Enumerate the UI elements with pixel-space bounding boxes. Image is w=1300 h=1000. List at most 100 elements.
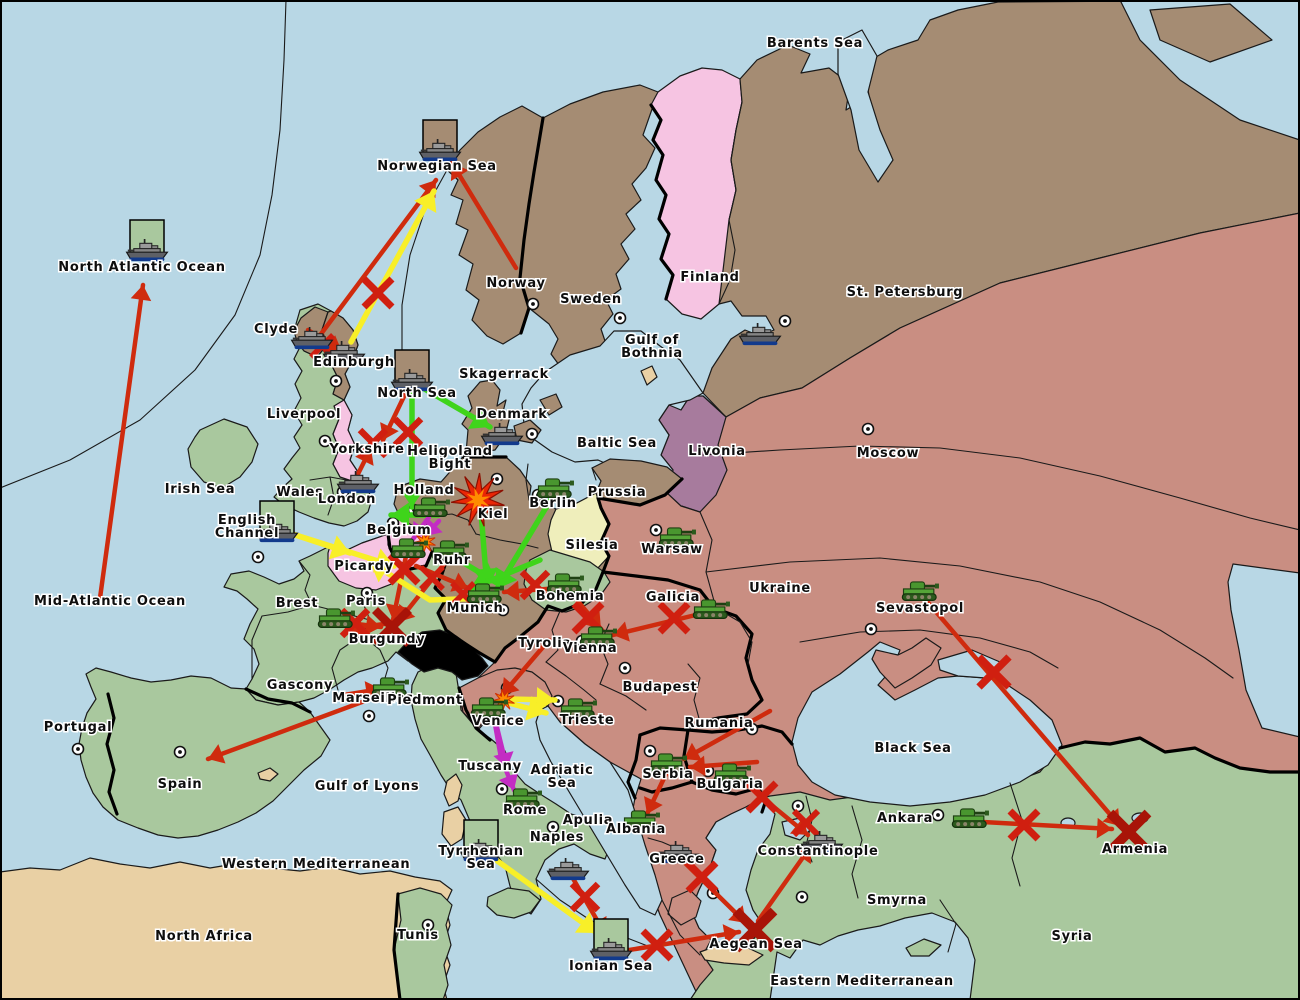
supply-center (173, 745, 187, 759)
supply-center (649, 523, 663, 537)
region-label-black-sea: Black Sea (874, 741, 951, 756)
region-label-galicia: Galicia (646, 590, 700, 605)
region-label-english-channel: English Channel (215, 513, 279, 541)
order-arrow-green (413, 381, 493, 430)
region-label-norway: Norway (486, 276, 545, 291)
order-arrow-red (353, 445, 374, 481)
supply-center (495, 782, 509, 796)
province-shape-norway[interactable] (444, 105, 544, 345)
region-label-greece: Greece (649, 852, 704, 867)
order-arrow-red (499, 637, 552, 698)
region-label-picardy: Picardy (334, 559, 394, 574)
order-arrow-magenta (491, 712, 514, 771)
region-label-warsaw: Warsaw (641, 542, 703, 557)
region-label-gulf-of-bothnia: Gulf of Bothnia (621, 333, 683, 361)
fleet-unit-north-atlantic-ocean[interactable] (125, 219, 169, 263)
fleet-unit-norwegian-sea[interactable] (418, 119, 462, 163)
region-label-tunis: Tunis (397, 928, 439, 943)
region-label-rome: Rome (503, 803, 547, 818)
east-mediterranean-shape[interactable] (769, 912, 976, 1000)
fleet-unit-north-sea[interactable] (390, 349, 434, 393)
failed-move-x (745, 780, 779, 814)
baltic-sea-shape[interactable] (521, 330, 704, 493)
region-label-ionian-sea: Ionian Sea (569, 959, 653, 974)
region-label-sweden: Sweden (560, 292, 622, 307)
supply-center (496, 603, 510, 617)
region-label-munich: Munich (446, 601, 503, 616)
region-label-spain: Spain (158, 777, 203, 792)
province-shape-north-africa[interactable] (0, 857, 453, 1000)
white-sea[interactable] (837, 29, 894, 183)
supply-center (931, 808, 945, 822)
supply-center (360, 586, 374, 600)
order-arrow-magenta (422, 518, 443, 539)
order-arrow-green (399, 384, 425, 510)
province-shape-ireland[interactable] (187, 418, 259, 489)
region-label-vienna: Vienna (563, 641, 618, 656)
region-label-clyde: Clyde (254, 322, 298, 337)
region-label-north-atlantic-ocean: North Atlantic Ocean (58, 260, 225, 275)
supply-center (791, 799, 805, 813)
failed-move-x (1106, 809, 1152, 855)
region-label-western-mediterranean: Western Mediterranean (222, 857, 411, 872)
region-label-tyrrhenian-sea: Tyrrhenian Sea (438, 844, 523, 872)
order-arrow-yellow (482, 849, 600, 936)
order-arrow-yellow (348, 188, 437, 345)
region-label-silesia: Silesia (566, 538, 619, 553)
region-label-ukraine: Ukraine (749, 581, 811, 596)
failed-move-x (569, 881, 601, 913)
supply-center (778, 314, 792, 328)
supply-center (362, 709, 376, 723)
region-label-livonia: Livonia (688, 444, 746, 459)
order-arrow-yellow (502, 696, 549, 721)
failed-move-x (387, 552, 421, 586)
failed-move-x (357, 427, 389, 459)
island-sicily[interactable] (486, 887, 541, 919)
province-shape-iberia[interactable] (78, 667, 331, 839)
failed-move-x (732, 907, 778, 953)
region-label-marseilles: Marseilles (332, 691, 414, 706)
region-label-london: London (318, 492, 376, 507)
supply-center (71, 742, 85, 756)
region-label-baltic-sea: Baltic Sea (577, 436, 657, 451)
region-label-gulf-of-lyons: Gulf of Lyons (315, 779, 420, 794)
denmark-island-2[interactable] (539, 393, 563, 416)
region-label-burgundy: Burgundy (349, 632, 426, 647)
region-label-smyrna: Smyrna (867, 893, 927, 908)
region-label-berlin: Berlin (529, 496, 577, 511)
crimea (871, 637, 942, 689)
fleet-unit-english-channel[interactable] (255, 500, 299, 544)
region-label-heligoland-bight: Heligoland Bight (407, 444, 493, 472)
province-shape-switzerland (397, 629, 489, 681)
fleet-unit-ionian-sea[interactable] (589, 918, 633, 962)
supply-center (795, 890, 809, 904)
aegean-sea-shape[interactable] (690, 797, 776, 946)
region-label-liverpool: Liverpool (267, 407, 341, 422)
region-label-syria: Syria (1052, 929, 1093, 944)
region-label-denmark: Denmark (476, 407, 547, 422)
explosion-marker (450, 472, 505, 527)
failed-move-x (371, 606, 413, 648)
region-label-prussia: Prussia (588, 485, 647, 500)
supply-center (526, 297, 540, 311)
region-label-st-petersburg: St. Petersburg (847, 285, 964, 300)
region-label-eastern-mediterranean: Eastern Mediterranean (770, 974, 954, 989)
province-shape-tunis[interactable] (393, 887, 453, 1000)
order-arrow-red (610, 609, 711, 642)
region-label-mid-atlantic-ocean: Mid-Atlantic Ocean (34, 594, 186, 609)
fleet-unit-tyrrhenian-sea[interactable] (459, 819, 503, 863)
adriatic-sea-shape[interactable] (535, 705, 663, 916)
region-label-bulgaria: Bulgaria (697, 777, 764, 792)
region-label-irish-sea: Irish Sea (165, 482, 235, 497)
region-label-rumania: Rumania (685, 716, 754, 731)
region-label-belgium: Belgium (367, 523, 432, 538)
region-label-north-sea: North Sea (377, 386, 456, 401)
region-label-bohemia: Bohemia (536, 589, 605, 604)
supply-center (318, 434, 332, 448)
island-sardinia (441, 806, 467, 847)
island-corsica (443, 773, 463, 807)
island-gotland (640, 365, 658, 386)
